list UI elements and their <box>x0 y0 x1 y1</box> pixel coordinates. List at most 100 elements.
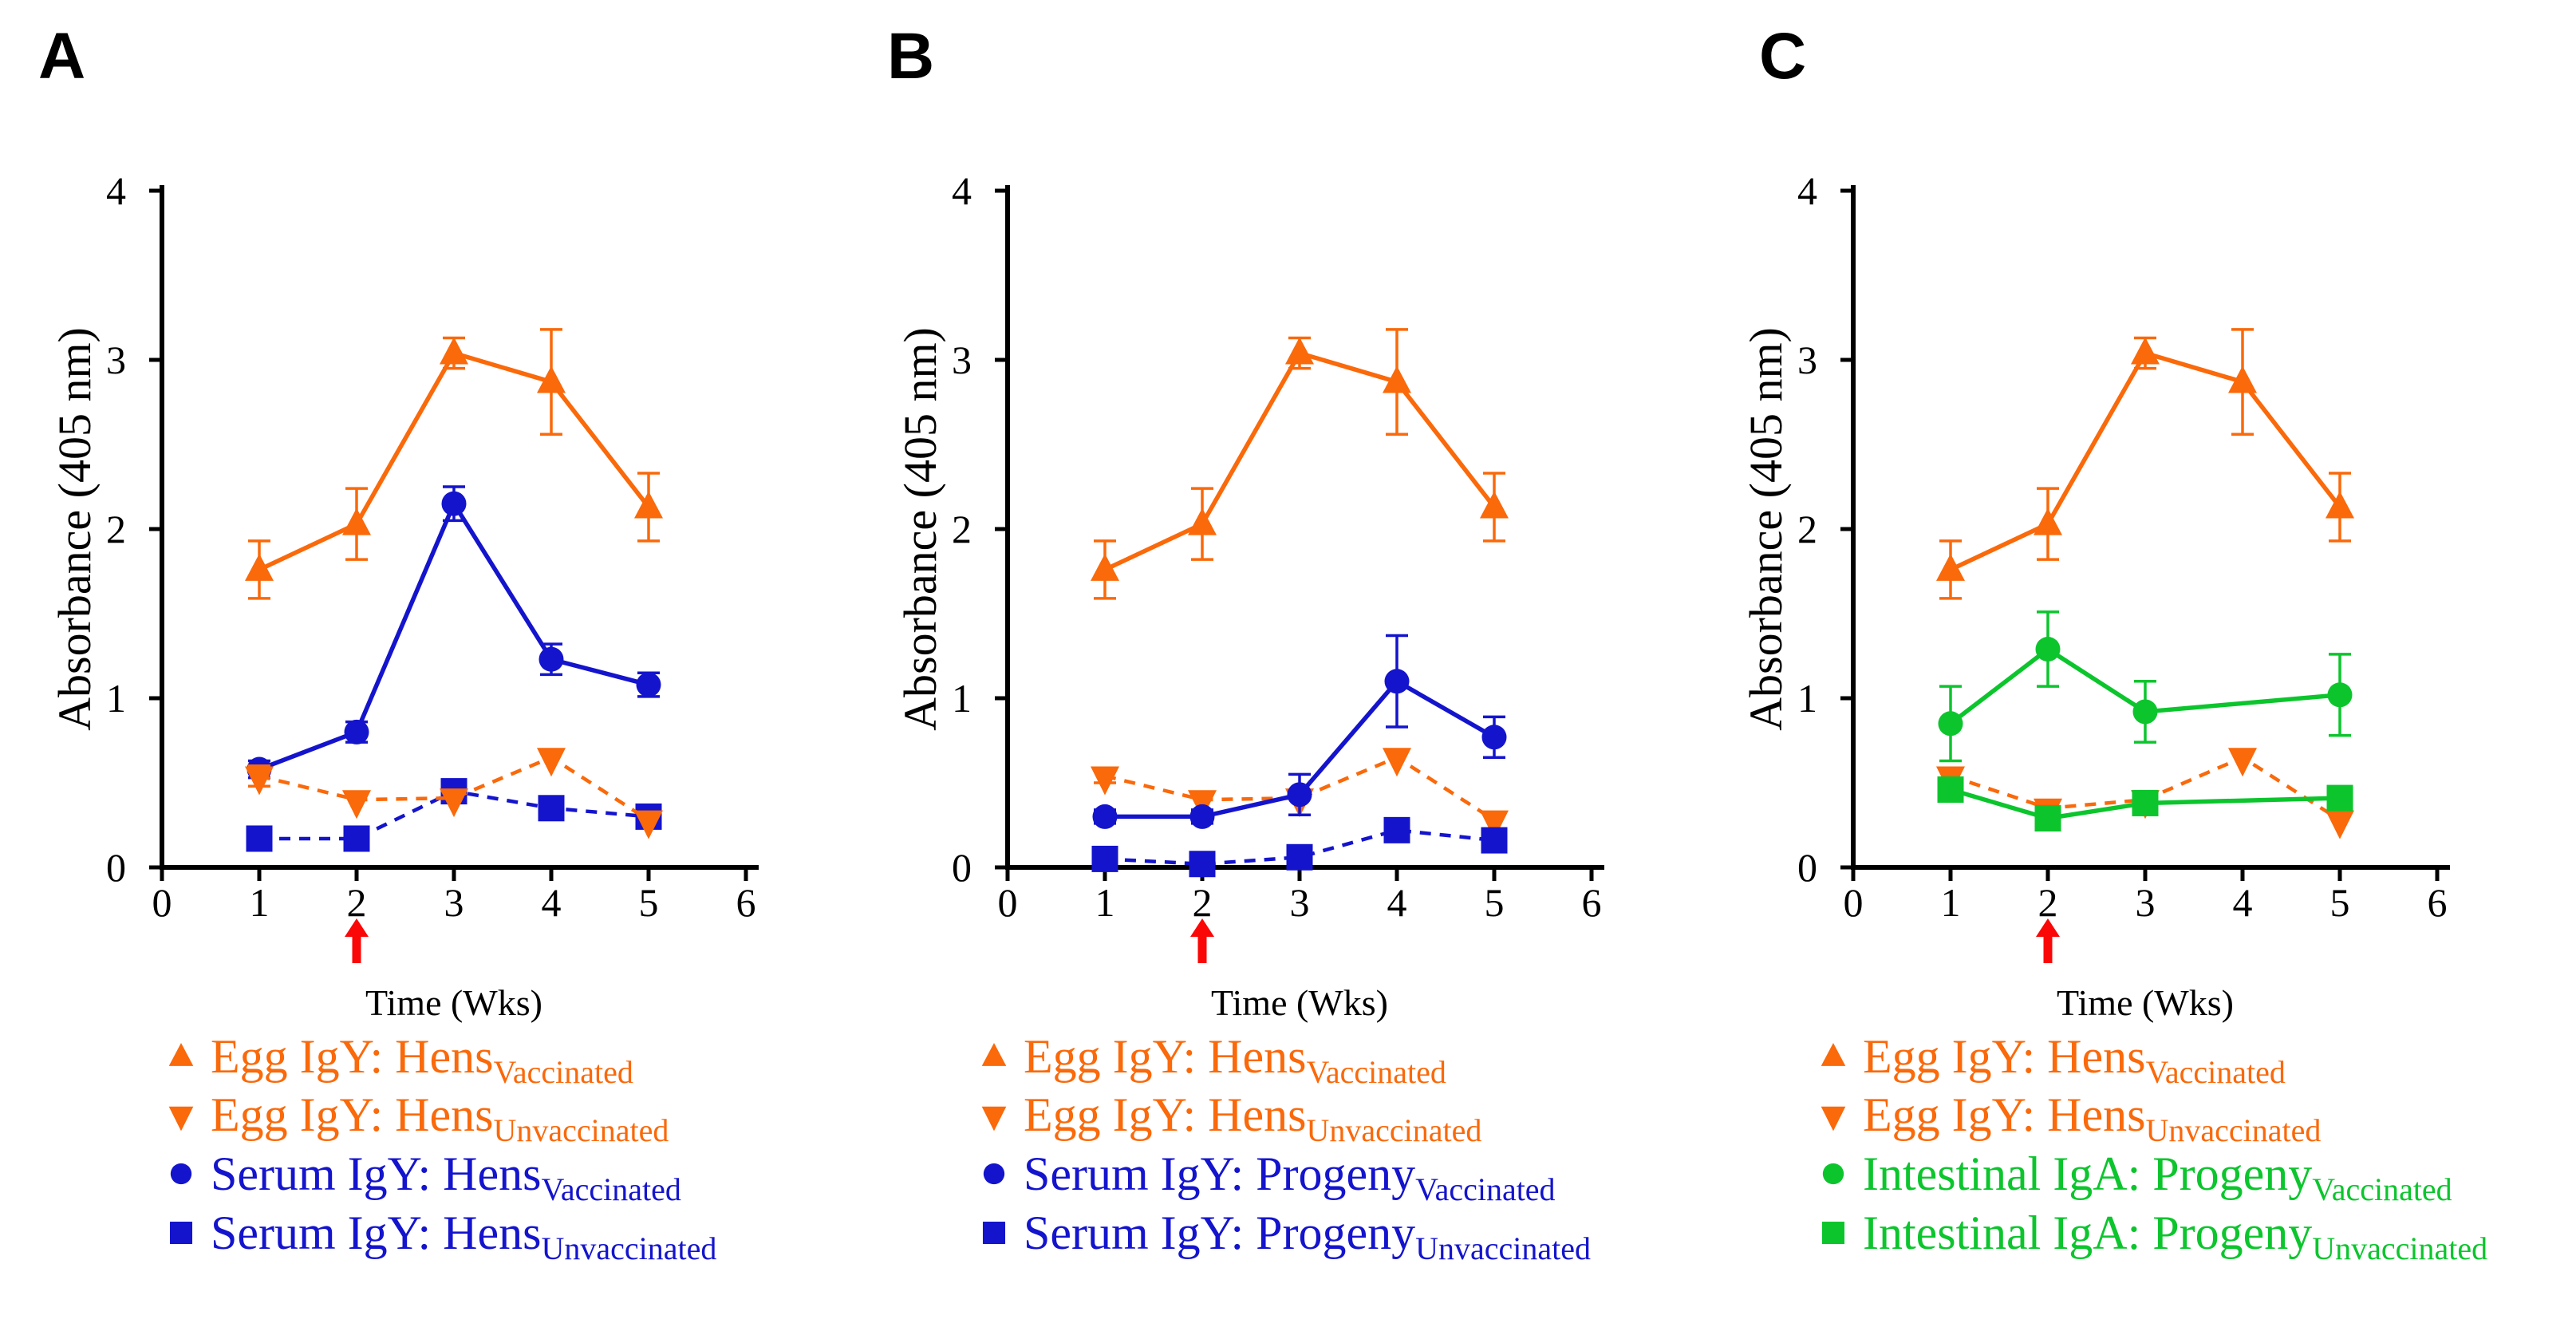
x-tick-label: 0 <box>152 880 172 925</box>
series-egg-igy-hens-vaccinated <box>1936 328 2354 600</box>
triangle-down-legend-icon <box>981 1106 1007 1132</box>
legend-label: Serum IgY: ProgenyUnvaccinated <box>1024 1207 1591 1266</box>
series-serum-igy-progeny-unvaccinated <box>1091 816 1508 878</box>
legend-item-serum-igy-progeny-vaccinated: Serum IgY: ProgenyVaccinated <box>983 1147 1556 1207</box>
triangle-down-marker-icon <box>342 790 371 820</box>
triangle-up-marker-icon <box>2228 365 2257 393</box>
legend-label: Egg IgY: HensVaccinated <box>1863 1030 2286 1090</box>
legend-label: Serum IgY: HensVaccinated <box>211 1147 681 1207</box>
triangle-up-marker-icon <box>1480 491 1509 519</box>
triangle-down-marker-icon <box>634 810 663 839</box>
panel-B: B 0 1 2 3 4 0 1 2 3 4 5 6 Absorbance (405 nm) Time (Wk… <box>846 0 1691 1331</box>
panel-letter: B <box>887 20 934 93</box>
series-egg-igy-hens-vaccinated <box>245 328 663 600</box>
square-marker-icon <box>1481 827 1508 854</box>
circle-marker-icon <box>1287 782 1312 808</box>
legend-item-egg-igy-hens-unvaccinated: Egg IgY: HensUnvaccinated <box>981 1088 1481 1148</box>
series-line <box>258 755 650 822</box>
square-marker-icon <box>2326 784 2353 812</box>
circle-marker-icon <box>2132 699 2158 725</box>
x-tick-label: 6 <box>1582 880 1602 925</box>
circle-marker-icon <box>1384 669 1410 694</box>
triangle-up-marker-icon <box>537 365 566 393</box>
triangle-down-marker-icon <box>245 766 274 796</box>
circle-marker-icon <box>1189 804 1215 829</box>
triangle-down-marker-icon <box>537 748 566 777</box>
series-egg-igy-hens-vaccinated <box>1091 328 1509 600</box>
y-tick-label: 4 <box>106 168 126 213</box>
series-line <box>258 350 651 572</box>
triangle-down-marker-icon <box>1091 766 1119 796</box>
legend-label: Serum IgY: ProgenyVaccinated <box>1024 1147 1556 1207</box>
x-tick-label: 1 <box>1941 880 1961 925</box>
triangle-up-marker-icon <box>440 337 468 365</box>
x-tick-label: 5 <box>639 880 659 925</box>
legend-label: Egg IgY: HensVaccinated <box>1024 1030 1446 1090</box>
x-tick-label: 0 <box>1844 880 1864 925</box>
square-marker-icon <box>2132 789 2159 816</box>
x-tick-label: 6 <box>736 880 756 925</box>
circle-marker-icon <box>344 719 369 744</box>
series-serum-igy-hens-vaccinated <box>247 485 661 782</box>
triangle-down-legend-icon <box>168 1106 194 1132</box>
square-legend-icon <box>1821 1221 1845 1245</box>
series-line <box>1104 828 1495 867</box>
square-marker-icon <box>2034 805 2061 832</box>
x-axis-title: Time (Wks) <box>2057 982 2234 1023</box>
x-tick-label: 4 <box>2233 880 2253 925</box>
triangle-up-marker-icon <box>2034 508 2062 535</box>
red-arrow-icon <box>2036 918 2060 963</box>
circle-marker-icon <box>636 672 661 697</box>
x-tick-label: 1 <box>1095 880 1115 925</box>
y-axis-title: Absorbance (405 nm) <box>1740 327 1792 731</box>
triangle-up-marker-icon <box>1936 553 1965 581</box>
triangle-up-marker-icon <box>1285 337 1314 365</box>
x-tick-label: 1 <box>250 880 270 925</box>
triangle-up-marker-icon <box>1091 553 1119 581</box>
legend-item-serum-igy-hens-vaccinated: Serum IgY: HensVaccinated <box>170 1147 681 1207</box>
triangle-up-legend-icon <box>981 1043 1007 1066</box>
y-tick-label: 1 <box>1797 676 1817 721</box>
y-tick-label: 2 <box>1797 507 1817 551</box>
legend-label: Serum IgY: HensUnvaccinated <box>211 1207 716 1266</box>
triangle-up-marker-icon <box>245 553 274 581</box>
y-tick-label: 2 <box>106 507 126 551</box>
square-marker-icon <box>1286 843 1313 871</box>
square-marker-icon <box>343 825 370 852</box>
legend-item-serum-igy-hens-unvaccinated: Serum IgY: HensUnvaccinated <box>169 1207 716 1266</box>
x-tick-label: 6 <box>2428 880 2448 925</box>
panel-C: C 0 1 2 3 4 0 1 2 3 4 5 6 Absorbance (405 nm) Time (Wk… <box>1691 0 2576 1331</box>
triangle-up-legend-icon <box>1821 1043 1846 1066</box>
y-axis-title: Absorbance (405 nm) <box>49 327 101 731</box>
x-tick-label: 2 <box>2038 880 2058 925</box>
series-line <box>1949 646 2341 725</box>
triangle-up-marker-icon <box>342 508 371 535</box>
circle-marker-icon <box>1938 711 1963 737</box>
square-marker-icon <box>1189 851 1216 878</box>
red-arrow-icon <box>345 918 369 963</box>
series-intestinal-iga-progeny-unvaccinated <box>1937 776 2353 832</box>
y-tick-label: 0 <box>106 845 126 890</box>
x-tick-label: 2 <box>347 880 367 925</box>
panel-letter: C <box>1759 20 1806 93</box>
triangle-down-marker-icon <box>440 788 468 818</box>
y-tick-label: 2 <box>952 507 972 551</box>
circle-marker-icon <box>1481 725 1507 750</box>
series-egg-igy-hens-unvaccinated <box>245 748 663 839</box>
square-legend-icon <box>169 1221 193 1245</box>
series-line <box>1104 755 1496 822</box>
legend-label: Egg IgY: HensUnvaccinated <box>1024 1088 1481 1148</box>
triangle-up-marker-icon <box>2131 337 2160 365</box>
legend-item-egg-igy-hens-unvaccinated: Egg IgY: HensUnvaccinated <box>168 1088 669 1148</box>
axes: 0 1 2 3 4 0 1 2 3 4 5 6 <box>1797 168 2450 925</box>
y-axis-title: Absorbance (405 nm) <box>894 327 946 731</box>
series-line <box>1949 350 2342 572</box>
square-marker-icon <box>1937 776 1964 803</box>
x-tick-label: 3 <box>1290 880 1310 925</box>
x-axis-title: Time (Wks) <box>365 982 542 1023</box>
circle-marker-icon <box>538 646 564 672</box>
panel-letter: A <box>38 20 85 93</box>
